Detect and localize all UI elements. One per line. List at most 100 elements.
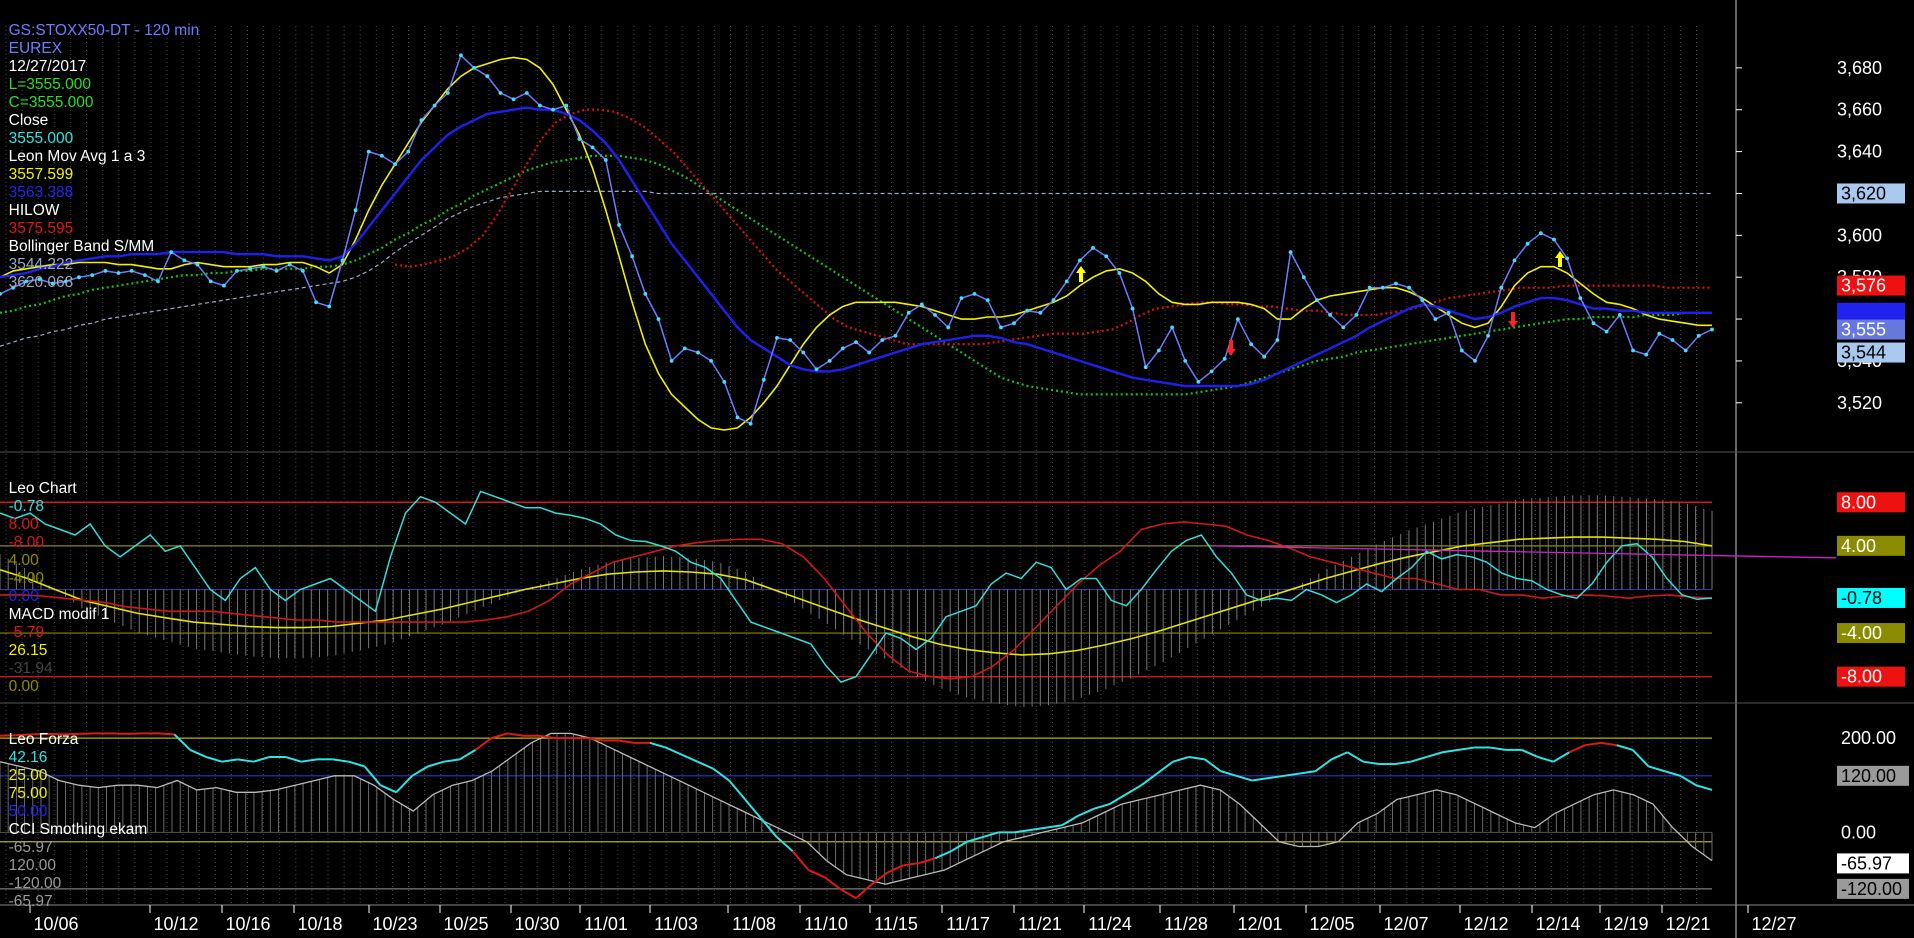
macd-series[interactable]: [0, 521, 1713, 680]
leo-forza-segment: [459, 749, 477, 761]
close-point: [1038, 310, 1043, 315]
close-point: [814, 367, 819, 372]
price-tag: [1837, 183, 1905, 204]
forza-tag: [1837, 853, 1909, 874]
close-point: [1183, 359, 1188, 363]
leo-forza-segment: [1077, 807, 1095, 817]
price-tick-label: 3,660: [1837, 100, 1882, 120]
close-point: [1459, 348, 1464, 353]
leo-forza-segment: [443, 758, 460, 763]
leo-forza-segment: [966, 836, 984, 843]
mov-avg-1: 3557.599: [8, 166, 74, 183]
leo-forza-segment: [173, 733, 191, 751]
close-point: [485, 74, 490, 79]
leo-forza-segment: [776, 836, 794, 852]
bollinger-mid-series[interactable]: [0, 154, 1712, 396]
osc-tag-label: 4.00: [1841, 536, 1876, 556]
close-point: [222, 283, 226, 288]
leo-forza-panel[interactable]: [0, 732, 1713, 900]
leo-forza-segment: [1600, 741, 1618, 747]
price-panel[interactable]: [0, 53, 1714, 431]
close-point: [459, 53, 463, 58]
leo-forza-segment: [1537, 756, 1554, 763]
mov-avg-label: Leon Mov Avg 1 a 3: [8, 148, 146, 165]
date-label: 12/27/2017: [8, 58, 87, 75]
close-point: [735, 415, 740, 420]
close-point: [1394, 281, 1398, 286]
leo-forza-segment: [507, 732, 524, 737]
leo-forza-segment: [221, 758, 238, 763]
close-point: [274, 269, 279, 273]
forza-tag-label: 200.00: [1841, 728, 1896, 748]
close-point: [90, 273, 95, 277]
close-point: [1143, 365, 1148, 370]
hilow-series[interactable]: [394, 108, 1712, 346]
close-point: [1262, 354, 1267, 359]
leo-forza-segment: [1030, 826, 1047, 831]
leo-forza-segment: [1679, 774, 1697, 787]
bollinger-upper-series[interactable]: [0, 190, 1712, 347]
leo-forza-segment: [1521, 748, 1539, 758]
close-point: [1354, 313, 1359, 317]
leo-forza-segment: [1061, 814, 1079, 827]
close-point: [999, 325, 1003, 330]
leo-forza-segment: [1093, 803, 1110, 810]
close-point: [775, 336, 779, 340]
leo-chart-v3: -8.00: [8, 534, 44, 551]
leo-forza-segment: [1442, 748, 1459, 754]
trend-line[interactable]: [1211, 545, 1837, 559]
leo-forza-header: Leo Forza 42.16 25.00 75.00 50.00 CCI Sm…: [0, 713, 156, 911]
mov-avg-slow-series[interactable]: [0, 106, 1712, 388]
leo-forza-segment: [586, 737, 603, 742]
close-point: [972, 292, 977, 296]
close-point: [261, 264, 266, 269]
close-point: [129, 269, 134, 273]
date-label: 11/21: [1018, 914, 1062, 934]
leo-forza-segment: [1552, 751, 1570, 763]
leo-forza-segment: [411, 765, 429, 777]
close-point: [156, 279, 160, 284]
leo-chart-series[interactable]: [0, 490, 1713, 683]
boll-high: 3620.068: [8, 274, 74, 291]
close-point: [1420, 298, 1425, 303]
leo-forza-segment: [919, 857, 936, 864]
close-point: [1222, 356, 1227, 361]
close-point: [1670, 338, 1675, 342]
close-point: [1631, 348, 1635, 353]
cci-series[interactable]: [0, 732, 1713, 885]
close-point: [854, 340, 858, 344]
close-point: [827, 359, 832, 363]
price-tag-label: 3,555: [1841, 320, 1886, 340]
mov-avg-fast-series[interactable]: [0, 56, 1712, 431]
close-point: [946, 325, 951, 330]
close-point: [1696, 333, 1701, 338]
leo-forza-segment: [395, 775, 413, 793]
leo-forza-segment: [681, 753, 698, 763]
leo-forza-segment: [285, 756, 302, 763]
price-tag: [1837, 342, 1905, 363]
close-point: [419, 118, 424, 123]
macd-v4: 0.00: [8, 678, 39, 695]
sell-arrow-icon: [1226, 340, 1236, 356]
leo-chart-panel[interactable]: [0, 490, 1837, 708]
leo-forza-segment: [1124, 784, 1142, 796]
close-point: [630, 254, 634, 259]
leo-forza-segment: [1156, 760, 1174, 775]
leo-forza-segment: [1410, 756, 1427, 763]
close-point: [1209, 369, 1214, 374]
close-point: [788, 338, 793, 342]
close-point: [208, 279, 213, 284]
leo-forza-segment: [808, 869, 825, 879]
leo-forza-segment: [665, 746, 683, 756]
close-point: [498, 91, 503, 95]
date-label: 11/24: [1088, 914, 1132, 934]
close-point: [1407, 285, 1411, 290]
macd-v3: -31.94: [8, 660, 53, 677]
date-label: 10/16: [225, 914, 270, 934]
close-point: [669, 359, 674, 363]
close-point: [406, 149, 411, 154]
osc-tag: [1837, 492, 1905, 513]
leo-chart-header: Leo Chart -0.78 8.00 -8.00 4.00 -4.00 0.…: [0, 462, 118, 696]
close-point: [1591, 321, 1596, 326]
leo-forza-segment: [1252, 777, 1269, 782]
